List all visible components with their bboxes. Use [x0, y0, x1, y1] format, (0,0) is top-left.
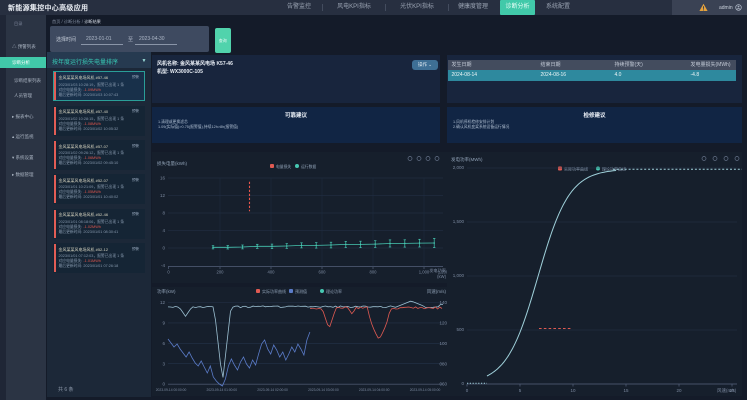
svg-text:理论功率: 理论功率: [326, 288, 342, 294]
svg-text:400: 400: [268, 270, 276, 275]
svg-text:6: 6: [162, 341, 165, 346]
svg-text:2023-09-14 01:00:00: 2023-09-14 01:00:00: [206, 388, 237, 392]
svg-text:运行数据: 运行数据: [301, 164, 316, 169]
svg-text:140: 140: [439, 300, 447, 305]
svg-text:实际功率曲线: 实际功率曲线: [262, 288, 286, 294]
svg-text:080: 080: [439, 361, 447, 366]
svg-text:损失电量(kWh): 损失电量(kWh): [157, 160, 187, 167]
svg-text:实际功率曲线: 实际功率曲线: [564, 165, 588, 171]
svg-text:200: 200: [217, 270, 225, 275]
svg-text:2023-09-14 03:00:00: 2023-09-14 03:00:00: [308, 388, 339, 392]
svg-text:0: 0: [461, 381, 464, 386]
svg-text:风速(m/s): 风速(m/s): [427, 289, 447, 295]
svg-text:500: 500: [456, 327, 464, 332]
svg-text:060: 060: [439, 382, 447, 387]
svg-text:0: 0: [162, 246, 165, 251]
svg-text:3: 3: [162, 361, 165, 366]
svg-text:风速(m/s): 风速(m/s): [717, 388, 737, 394]
svg-text:2023-09-14 00:00:00: 2023-09-14 00:00:00: [156, 388, 187, 392]
svg-text:1,000: 1,000: [419, 270, 430, 275]
svg-text:5: 5: [519, 388, 522, 393]
svg-text:电量损失: 电量损失: [276, 164, 291, 169]
svg-text:2023-09-14 02:00:00: 2023-09-14 02:00:00: [257, 388, 288, 392]
svg-text:发电功率(MWh): 发电功率(MWh): [451, 156, 483, 163]
svg-text:10: 10: [570, 388, 576, 393]
svg-text:100: 100: [439, 341, 447, 346]
svg-text:2023-09-14 04:00:00: 2023-09-14 04:00:00: [359, 388, 390, 392]
svg-text:25: 25: [729, 388, 735, 393]
svg-text:1,000: 1,000: [453, 273, 465, 278]
svg-text:12: 12: [160, 193, 166, 198]
svg-text:(kW): (kW): [437, 274, 446, 279]
svg-text:1,200: 1,200: [438, 270, 449, 275]
svg-text:功率(kW): 功率(kW): [157, 288, 176, 295]
svg-text:2023-09-14 05:00:00: 2023-09-14 05:00:00: [410, 388, 441, 392]
svg-text:-4: -4: [161, 263, 165, 268]
svg-text:0: 0: [162, 382, 165, 387]
svg-text:15: 15: [623, 388, 629, 393]
svg-text:0: 0: [466, 388, 469, 393]
svg-text:12: 12: [160, 300, 166, 305]
svg-text:8: 8: [162, 211, 165, 216]
svg-text:600: 600: [319, 270, 327, 275]
svg-text:预测值: 预测值: [295, 288, 307, 294]
svg-text:发电功率: 发电功率: [429, 267, 446, 274]
svg-text:0: 0: [167, 270, 170, 275]
svg-text:1,500: 1,500: [453, 219, 465, 224]
svg-text:9: 9: [162, 321, 165, 326]
svg-text:4: 4: [162, 228, 165, 233]
svg-text:2,000: 2,000: [453, 165, 465, 170]
svg-text:120: 120: [439, 321, 447, 326]
svg-text:800: 800: [370, 270, 378, 275]
svg-text:理论功率曲线: 理论功率曲线: [602, 165, 626, 171]
svg-text:20: 20: [676, 388, 682, 393]
svg-text:16: 16: [160, 176, 166, 181]
